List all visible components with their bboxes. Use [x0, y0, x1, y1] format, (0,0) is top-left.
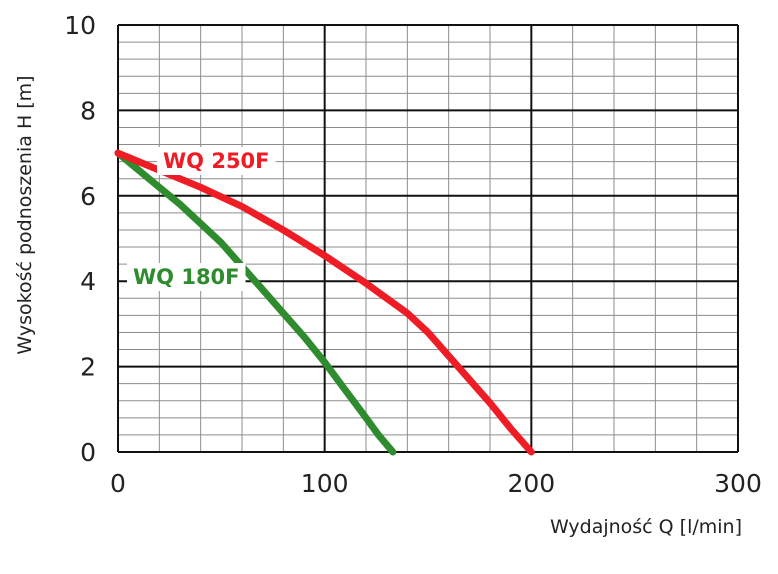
major-grid	[117, 24, 739, 453]
y-tick-label: 8	[80, 96, 96, 125]
x-tick-label: 200	[507, 469, 555, 498]
series-label-wq-180f: WQ 180F	[133, 265, 240, 289]
series-label-wq-250f: WQ 250F	[163, 149, 270, 173]
series-group	[114, 149, 535, 456]
y-axis-label: Wysokość podnoszenia H [m]	[14, 75, 36, 354]
series-labels: WQ 250F WQ 180F	[127, 147, 276, 291]
series-line-wq-250f	[114, 149, 535, 456]
y-tick-label: 10	[64, 11, 96, 40]
y-tick-label: 4	[80, 267, 96, 296]
x-tick-label: 100	[301, 469, 349, 498]
y-tick-label: 6	[80, 182, 96, 211]
tick-labels: 0 100 200 300 0 2 4 6 8 10	[64, 11, 762, 498]
x-tick-label: 300	[714, 469, 762, 498]
y-tick-label: 2	[80, 353, 96, 382]
x-tick-label: 0	[110, 469, 126, 498]
y-tick-label: 0	[80, 438, 96, 467]
x-axis-label: Wydajność Q [l/min]	[550, 516, 742, 538]
series-label-wq-250f-background	[157, 147, 276, 175]
minor-grid	[117, 24, 739, 453]
series-label-wq-180f-background	[127, 263, 246, 291]
series-line-wq-180f	[114, 149, 397, 456]
